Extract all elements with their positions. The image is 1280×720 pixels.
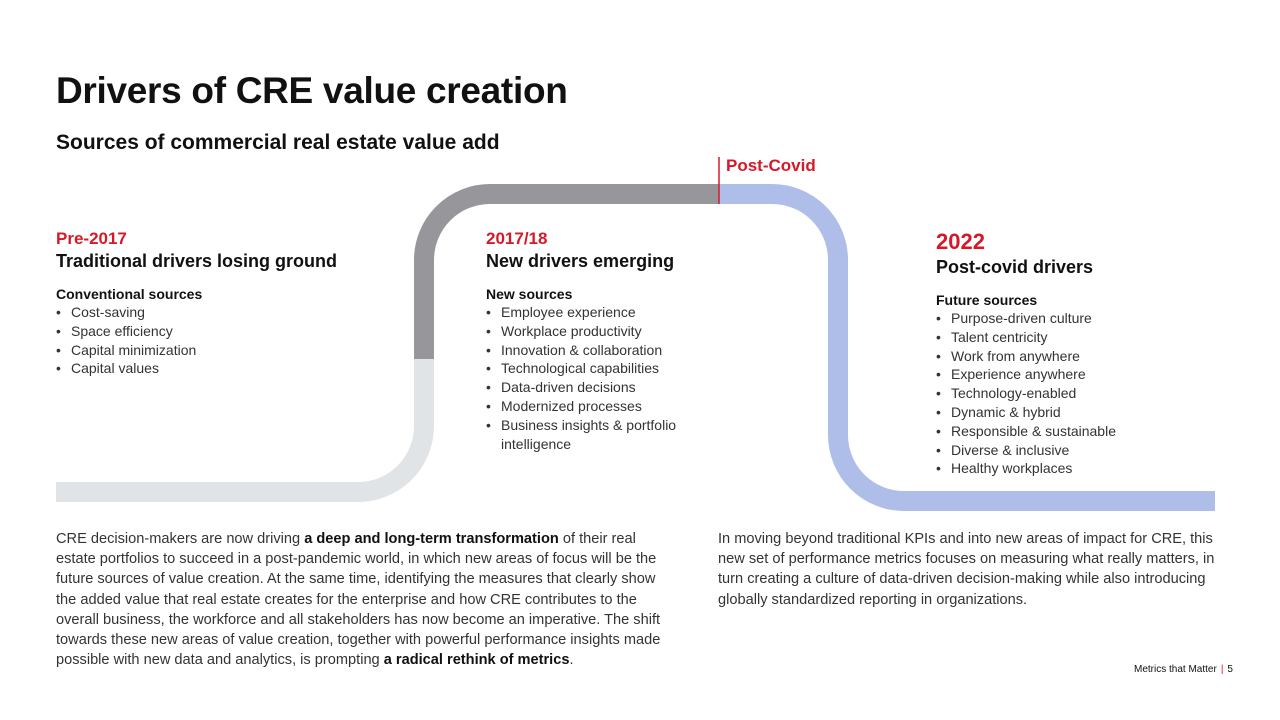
page-subtitle: Sources of commercial real estate value … <box>56 131 500 154</box>
list-item: Responsible & sustainable <box>936 422 1216 441</box>
body-paragraph-left: CRE decision-makers are now driving a de… <box>56 529 676 670</box>
list-item: Capital minimization <box>56 341 386 360</box>
list-item: Purpose-driven culture <box>936 309 1216 328</box>
list-item: Innovation & collaboration <box>486 341 706 360</box>
list-item: Work from anywhere <box>936 347 1216 366</box>
list-item: Space efficiency <box>56 322 386 341</box>
post-covid-label: Post-Covid <box>726 156 816 175</box>
paragraph-emphasis: a radical rethink of metrics <box>383 652 570 669</box>
list-item: Healthy workplaces <box>936 459 1216 478</box>
list-item: Modernized processes <box>486 397 706 416</box>
body-paragraph-right: In moving beyond traditional KPIs and in… <box>718 531 1215 608</box>
list-item: Workplace productivity <box>486 322 706 341</box>
column-heading: Traditional drivers losing ground <box>56 251 338 271</box>
path-segment-blue <box>719 184 1215 511</box>
column-subheading: Conventional sources <box>56 286 203 302</box>
column-subheading: Future sources <box>936 292 1038 308</box>
list-item: Employee experience <box>486 303 706 322</box>
column-2017-18: 2017/18 New drivers emerging New sources… <box>486 229 706 453</box>
paragraph-text: . <box>569 652 574 669</box>
page-title: Drivers of CRE value creation <box>56 70 568 111</box>
list-item: Diverse & inclusive <box>936 441 1216 460</box>
paragraph-text: of their real estate portfolios to succe… <box>56 531 661 669</box>
column-pre-2017: Pre-2017 Traditional drivers losing grou… <box>56 229 386 378</box>
list-item: Dynamic & hybrid <box>936 403 1216 422</box>
column-year: 2017/18 <box>486 229 548 248</box>
list-item: Cost-saving <box>56 303 386 322</box>
list-item: Talent centricity <box>936 328 1216 347</box>
bullet-list: Cost-saving Space efficiency Capital min… <box>56 303 386 378</box>
footer-separator: | <box>1220 664 1224 675</box>
bullet-list: Purpose-driven culture Talent centricity… <box>936 309 1216 478</box>
list-item: Technology-enabled <box>936 384 1216 403</box>
list-item: Experience anywhere <box>936 365 1216 384</box>
paragraph-emphasis: a deep and long-term transformation <box>304 531 559 547</box>
page-footer: Metrics that Matter | 5 <box>1134 664 1233 675</box>
path-segment-dark <box>414 184 720 359</box>
column-year: Pre-2017 <box>56 229 127 248</box>
column-year: 2022 <box>936 229 985 254</box>
bullet-list: Employee experience Workplace productivi… <box>486 303 706 453</box>
column-heading: New drivers emerging <box>486 251 675 271</box>
column-heading: Post-covid drivers <box>936 257 1094 277</box>
footer-text: Metrics that Matter <box>1134 664 1217 675</box>
list-item: Business insights & portfolio intelligen… <box>486 416 706 454</box>
list-item: Data-driven decisions <box>486 378 706 397</box>
paragraph-text: CRE decision-makers are now driving <box>56 531 305 547</box>
list-item: Capital values <box>56 359 386 378</box>
list-item: Technological capabilities <box>486 359 706 378</box>
path-segment-light <box>56 358 434 502</box>
column-2022: 2022 Post-covid drivers Future sources P… <box>936 229 1216 478</box>
column-subheading: New sources <box>486 286 573 302</box>
page-number: 5 <box>1227 664 1233 675</box>
